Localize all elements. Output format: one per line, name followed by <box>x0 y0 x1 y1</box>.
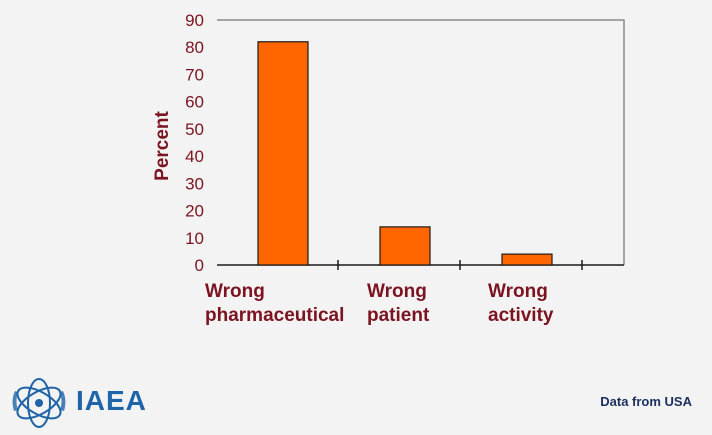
y-axis-title: Percent <box>152 110 173 180</box>
bar <box>501 253 553 266</box>
y-tick-label: 60 <box>185 93 204 112</box>
plot-border <box>217 19 625 265</box>
bars <box>257 41 553 266</box>
x-category-label: Wrong activity <box>488 281 554 326</box>
y-tick-label: 50 <box>185 120 204 139</box>
iaea-logo-text: IAEA <box>76 385 147 416</box>
y-tick-label: 20 <box>185 202 204 221</box>
y-tick-label: 0 <box>195 256 204 275</box>
iaea-logo: IAEA <box>10 377 160 429</box>
y-tick-label: 40 <box>185 147 204 166</box>
y-tick-label: 10 <box>185 229 204 248</box>
y-tick-label: 30 <box>185 174 204 193</box>
y-tick-label: 70 <box>185 65 204 84</box>
x-axis-labels: Wrong pharmaceutical Wrong patient Wrong acti… <box>205 281 554 326</box>
x-category-label: Wrong pharmaceutical <box>205 281 344 326</box>
y-tick-label: 90 <box>185 11 204 30</box>
x-axis-ticks <box>337 260 583 270</box>
data-source-note: Data from USA <box>600 394 692 409</box>
x-category-label: Wrong patient <box>367 281 430 326</box>
bar <box>379 226 431 266</box>
iaea-emblem-icon <box>12 378 66 428</box>
bar <box>257 41 309 266</box>
y-axis-ticks: 0 10 20 30 40 50 60 70 80 90 <box>185 11 204 275</box>
y-tick-label: 80 <box>185 38 204 57</box>
